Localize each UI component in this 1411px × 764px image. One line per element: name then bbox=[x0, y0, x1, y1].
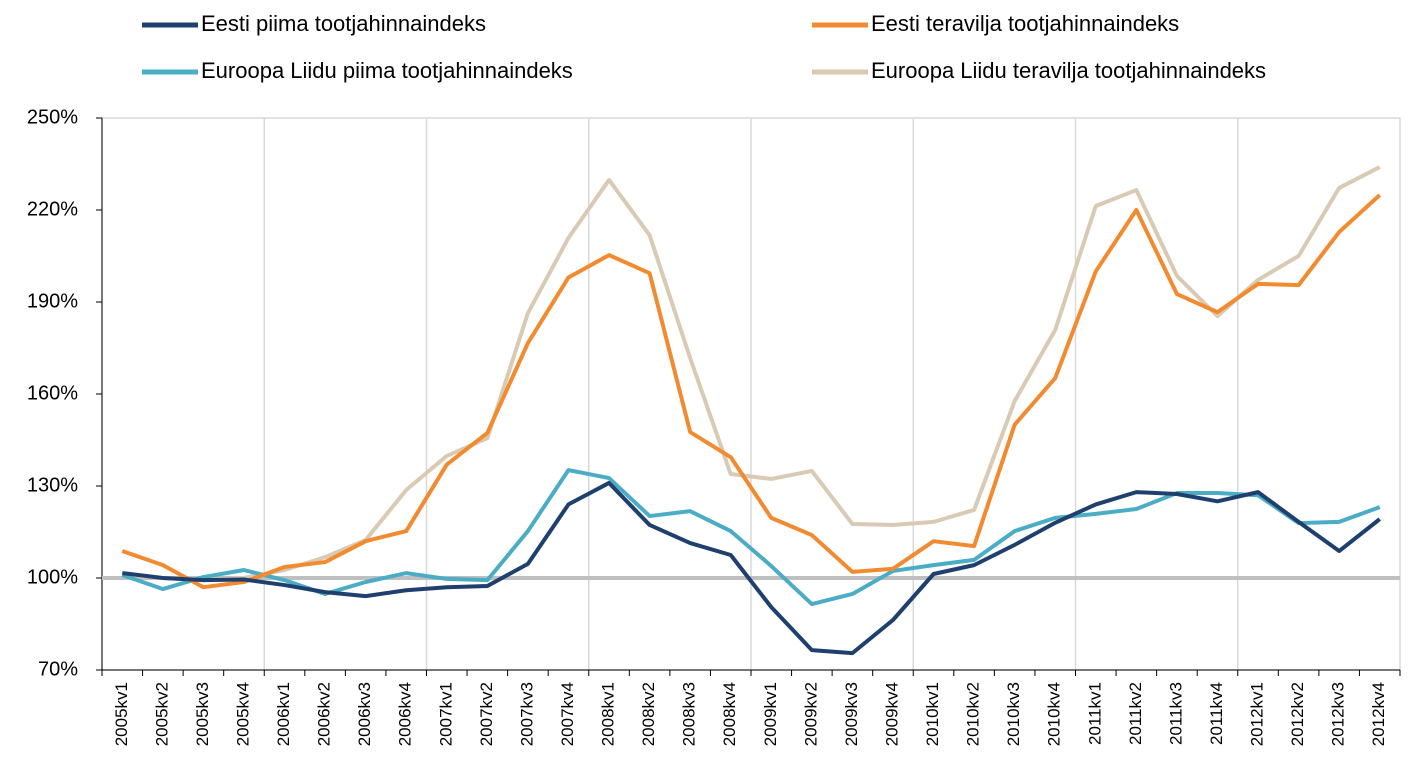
x-tick-label: 2007kv1 bbox=[436, 682, 455, 746]
x-tick-label: 2010kv1 bbox=[923, 682, 942, 746]
x-tick-label: 2006kv1 bbox=[274, 682, 293, 746]
x-tick-label: 2005kv2 bbox=[152, 682, 171, 746]
x-tick-label: 2007kv2 bbox=[477, 682, 496, 746]
x-tick-label: 2012kv2 bbox=[1288, 682, 1307, 746]
x-tick-label: 2006kv4 bbox=[396, 682, 415, 746]
y-tick-label: 130% bbox=[27, 474, 78, 496]
data-line bbox=[121, 193, 1382, 590]
x-tick-label: 2010kv4 bbox=[1045, 682, 1064, 746]
x-tick-label: 2005kv1 bbox=[112, 682, 131, 746]
x-tick-label: 2006kv2 bbox=[315, 682, 334, 746]
legend-label: Eesti piima tootjahinnaindeks bbox=[201, 11, 486, 36]
x-tick-label: 2008kv3 bbox=[680, 682, 699, 746]
x-tick-label: 2012kv1 bbox=[1248, 682, 1267, 746]
y-tick-label: 250% bbox=[27, 106, 78, 128]
x-tick-label: 2009kv1 bbox=[761, 682, 780, 746]
x-tick-label: 2008kv4 bbox=[720, 682, 739, 746]
y-tick-label: 70% bbox=[38, 658, 78, 680]
legend-label: Euroopa Liidu teravilja tootjahinnaindek… bbox=[871, 58, 1266, 83]
x-tick-label: 2009kv4 bbox=[882, 682, 901, 746]
x-tick-label: 2007kv4 bbox=[558, 682, 577, 746]
y-tick-label: 220% bbox=[27, 198, 78, 220]
x-tick-label: 2005kv4 bbox=[233, 682, 252, 746]
legend-label: Euroopa Liidu piima tootjahinnaindeks bbox=[201, 58, 573, 83]
x-tick-label: 2006kv3 bbox=[355, 682, 374, 746]
legend-label: Eesti teravilja tootjahinnaindeks bbox=[871, 11, 1179, 36]
y-tick-label: 100% bbox=[27, 566, 78, 588]
data-line bbox=[122, 165, 1381, 583]
x-tick-label: 2008kv2 bbox=[639, 682, 658, 746]
x-tick-label: 2011kv3 bbox=[1166, 682, 1185, 745]
x-tick-label: 2010kv3 bbox=[1004, 682, 1023, 746]
x-tick-label: 2012kv4 bbox=[1369, 682, 1388, 746]
x-tick-label: 2011kv1 bbox=[1085, 682, 1104, 745]
x-tick-label: 2012kv3 bbox=[1329, 682, 1348, 746]
x-tick-label: 2007kv3 bbox=[517, 682, 536, 746]
data-line bbox=[122, 480, 1381, 656]
x-tick-label: 2009kv3 bbox=[842, 682, 861, 746]
x-tick-label: 2008kv1 bbox=[599, 682, 618, 746]
y-tick-label: 160% bbox=[27, 382, 78, 404]
x-tick-label: 2011kv4 bbox=[1207, 682, 1226, 745]
y-tick-label: 190% bbox=[27, 290, 78, 312]
x-tick-label: 2011kv2 bbox=[1126, 682, 1145, 745]
x-tick-label: 2005kv3 bbox=[193, 682, 212, 746]
x-tick-label: 2010kv2 bbox=[964, 682, 983, 746]
x-tick-label: 2009kv2 bbox=[801, 682, 820, 746]
